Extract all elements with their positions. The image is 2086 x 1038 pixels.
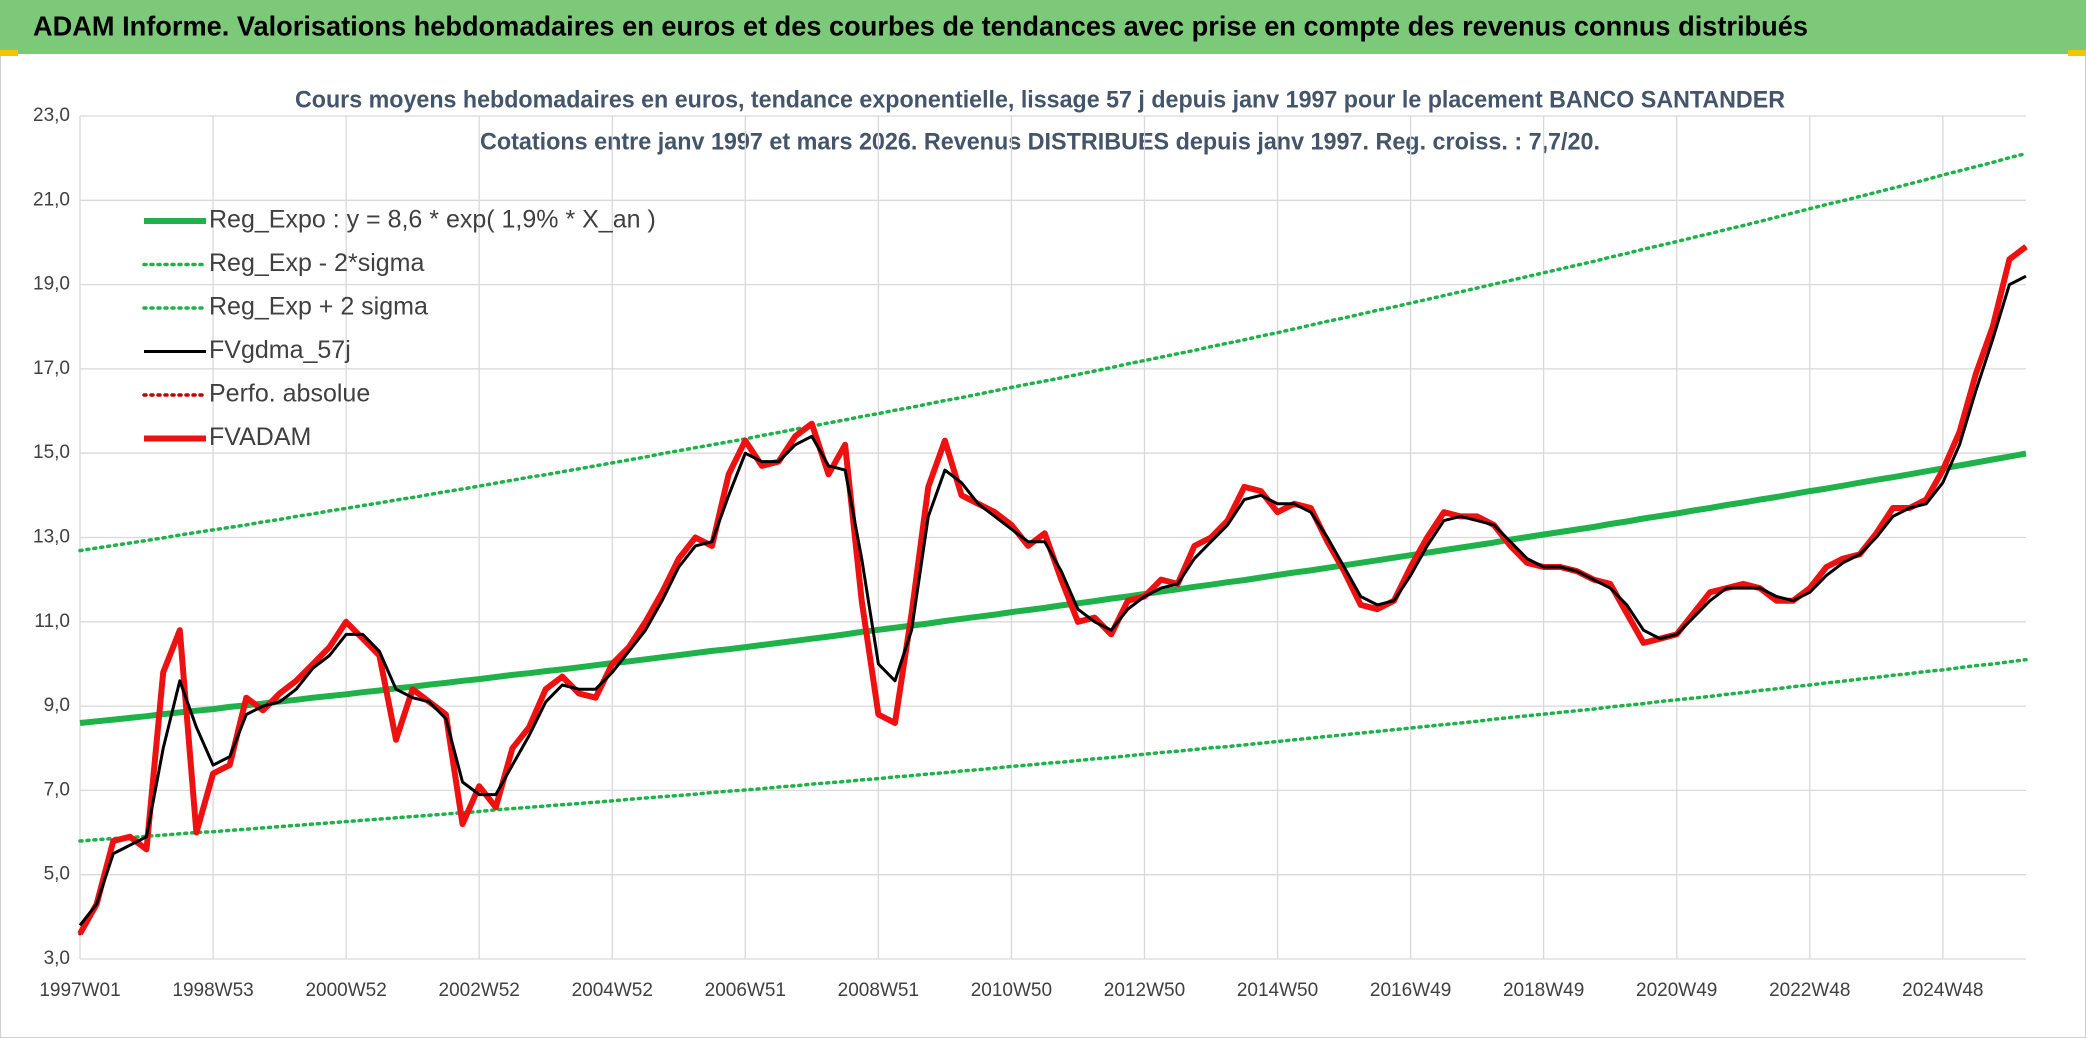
x-tick-label: 1998W53 xyxy=(172,980,253,1001)
x-tick-label: 2022W48 xyxy=(1769,980,1850,1001)
x-tick-label: 2014W50 xyxy=(1237,980,1318,1001)
y-tick-label: 11,0 xyxy=(34,611,70,632)
x-tick-label: 2000W52 xyxy=(305,980,386,1001)
series-line xyxy=(78,274,2027,927)
corner xyxy=(2068,50,2086,56)
legend-label: Perfo. absolue xyxy=(209,380,370,408)
x-tick-label: 2016W49 xyxy=(1370,980,1451,1001)
y-tick-label: 3,0 xyxy=(44,948,70,969)
chart-subtitle: Cotations entre janv 1997 et mars 2026. … xyxy=(480,128,1600,155)
legend-label: Reg_Exp + 2 sigma xyxy=(209,293,428,321)
banner-title: ADAM Informe. Valorisations hebdomadaire… xyxy=(33,10,1808,41)
x-tick-label: 2010W50 xyxy=(971,980,1052,1001)
y-tick-label: 7,0 xyxy=(44,779,70,800)
legend-label: FVADAM xyxy=(209,423,311,451)
legend-label: Reg_Exp - 2*sigma xyxy=(209,249,424,277)
corner xyxy=(0,50,18,56)
y-tick-label: 17,0 xyxy=(33,358,70,379)
y-tick-label: 5,0 xyxy=(44,864,70,885)
y-tick-label: 19,0 xyxy=(33,274,70,295)
chart-title: Cours moyens hebdomadaires en euros, ten… xyxy=(295,86,1785,113)
y-tick-label: 9,0 xyxy=(44,695,70,716)
x-tick-label: 1997W01 xyxy=(39,980,120,1001)
x-tick-label: 2020W49 xyxy=(1636,980,1717,1001)
series-line xyxy=(78,657,2028,843)
x-tick-label: 2008W51 xyxy=(838,980,919,1001)
banner-bar xyxy=(0,0,2086,54)
y-tick-label: 21,0 xyxy=(33,189,70,210)
x-tick-label: 2024W48 xyxy=(1902,980,1983,1001)
legend-label: Reg_Expo : y = 8,6 * exp( 1,9% * X_an ) xyxy=(209,206,656,234)
x-tick-label: 2006W51 xyxy=(705,980,786,1001)
y-tick-label: 13,0 xyxy=(33,527,70,548)
series-line xyxy=(79,450,2027,726)
x-tick-label: 2004W52 xyxy=(572,980,653,1001)
x-tick-label: 2018W49 xyxy=(1503,980,1584,1001)
y-tick-label: 23,0 xyxy=(33,105,70,126)
legend-label: FVgdma_57j xyxy=(209,336,351,364)
series-line xyxy=(78,151,2028,553)
x-tick-label: 2002W52 xyxy=(439,980,520,1001)
x-tick-label: 2012W50 xyxy=(1104,980,1185,1001)
y-tick-label: 15,0 xyxy=(33,442,70,463)
